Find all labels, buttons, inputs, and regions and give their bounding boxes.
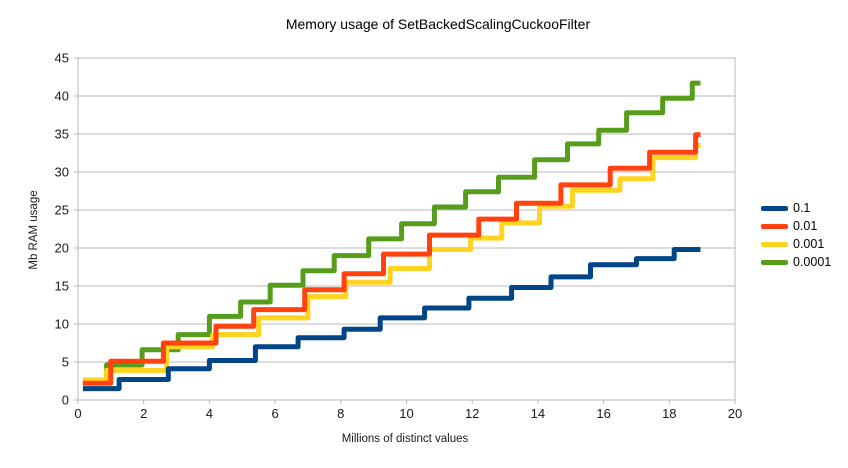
- legend-label: 0.1: [793, 201, 811, 215]
- x-tick-label: 14: [531, 406, 545, 421]
- series-line-0.1: [82, 247, 701, 392]
- x-tick-label: 0: [74, 406, 81, 421]
- y-tick-label: 0: [62, 393, 69, 408]
- y-tick-label: 40: [55, 89, 69, 104]
- legend-label: 0.0001: [793, 255, 832, 269]
- x-tick-label: 10: [399, 406, 413, 421]
- series-line-0.01: [82, 132, 701, 386]
- legend-item: 0.0001: [761, 253, 831, 271]
- x-tick-label: 8: [337, 406, 344, 421]
- y-tick-label: 35: [55, 127, 69, 142]
- x-tick-label: 18: [662, 406, 676, 421]
- y-tick-label: 45: [55, 51, 69, 66]
- legend-swatch-icon: [761, 241, 788, 247]
- y-tick-label: 15: [55, 279, 69, 294]
- legend-swatch-icon: [761, 223, 788, 229]
- y-tick-label: 30: [55, 165, 69, 180]
- x-tick-label: 6: [271, 406, 278, 421]
- y-tick-label: 25: [55, 203, 69, 218]
- legend-item: 0.01: [761, 217, 831, 235]
- y-tick-label: 20: [55, 241, 69, 256]
- y-tick-label: 5: [62, 355, 69, 370]
- legend-label: 0.01: [793, 219, 818, 233]
- series-line-0.0001: [82, 80, 701, 383]
- legend: 0.1 0.01 0.001 0.0001: [761, 199, 831, 271]
- legend-swatch-icon: [761, 205, 788, 211]
- y-tick-label: 10: [55, 317, 69, 332]
- legend-swatch-icon: [761, 259, 788, 265]
- x-tick-label: 12: [465, 406, 479, 421]
- x-tick-label: 2: [140, 406, 147, 421]
- x-tick-label: 4: [206, 406, 213, 421]
- x-tick-label: 16: [596, 406, 610, 421]
- x-tick-label: 20: [728, 406, 742, 421]
- legend-item: 0.001: [761, 235, 831, 253]
- x-axis-title: Millions of distinct values: [341, 433, 469, 445]
- chart-title: Memory usage of SetBackedScalingCuckooFi…: [285, 16, 591, 32]
- legend-item: 0.1: [761, 199, 831, 217]
- legend-label: 0.001: [793, 237, 825, 251]
